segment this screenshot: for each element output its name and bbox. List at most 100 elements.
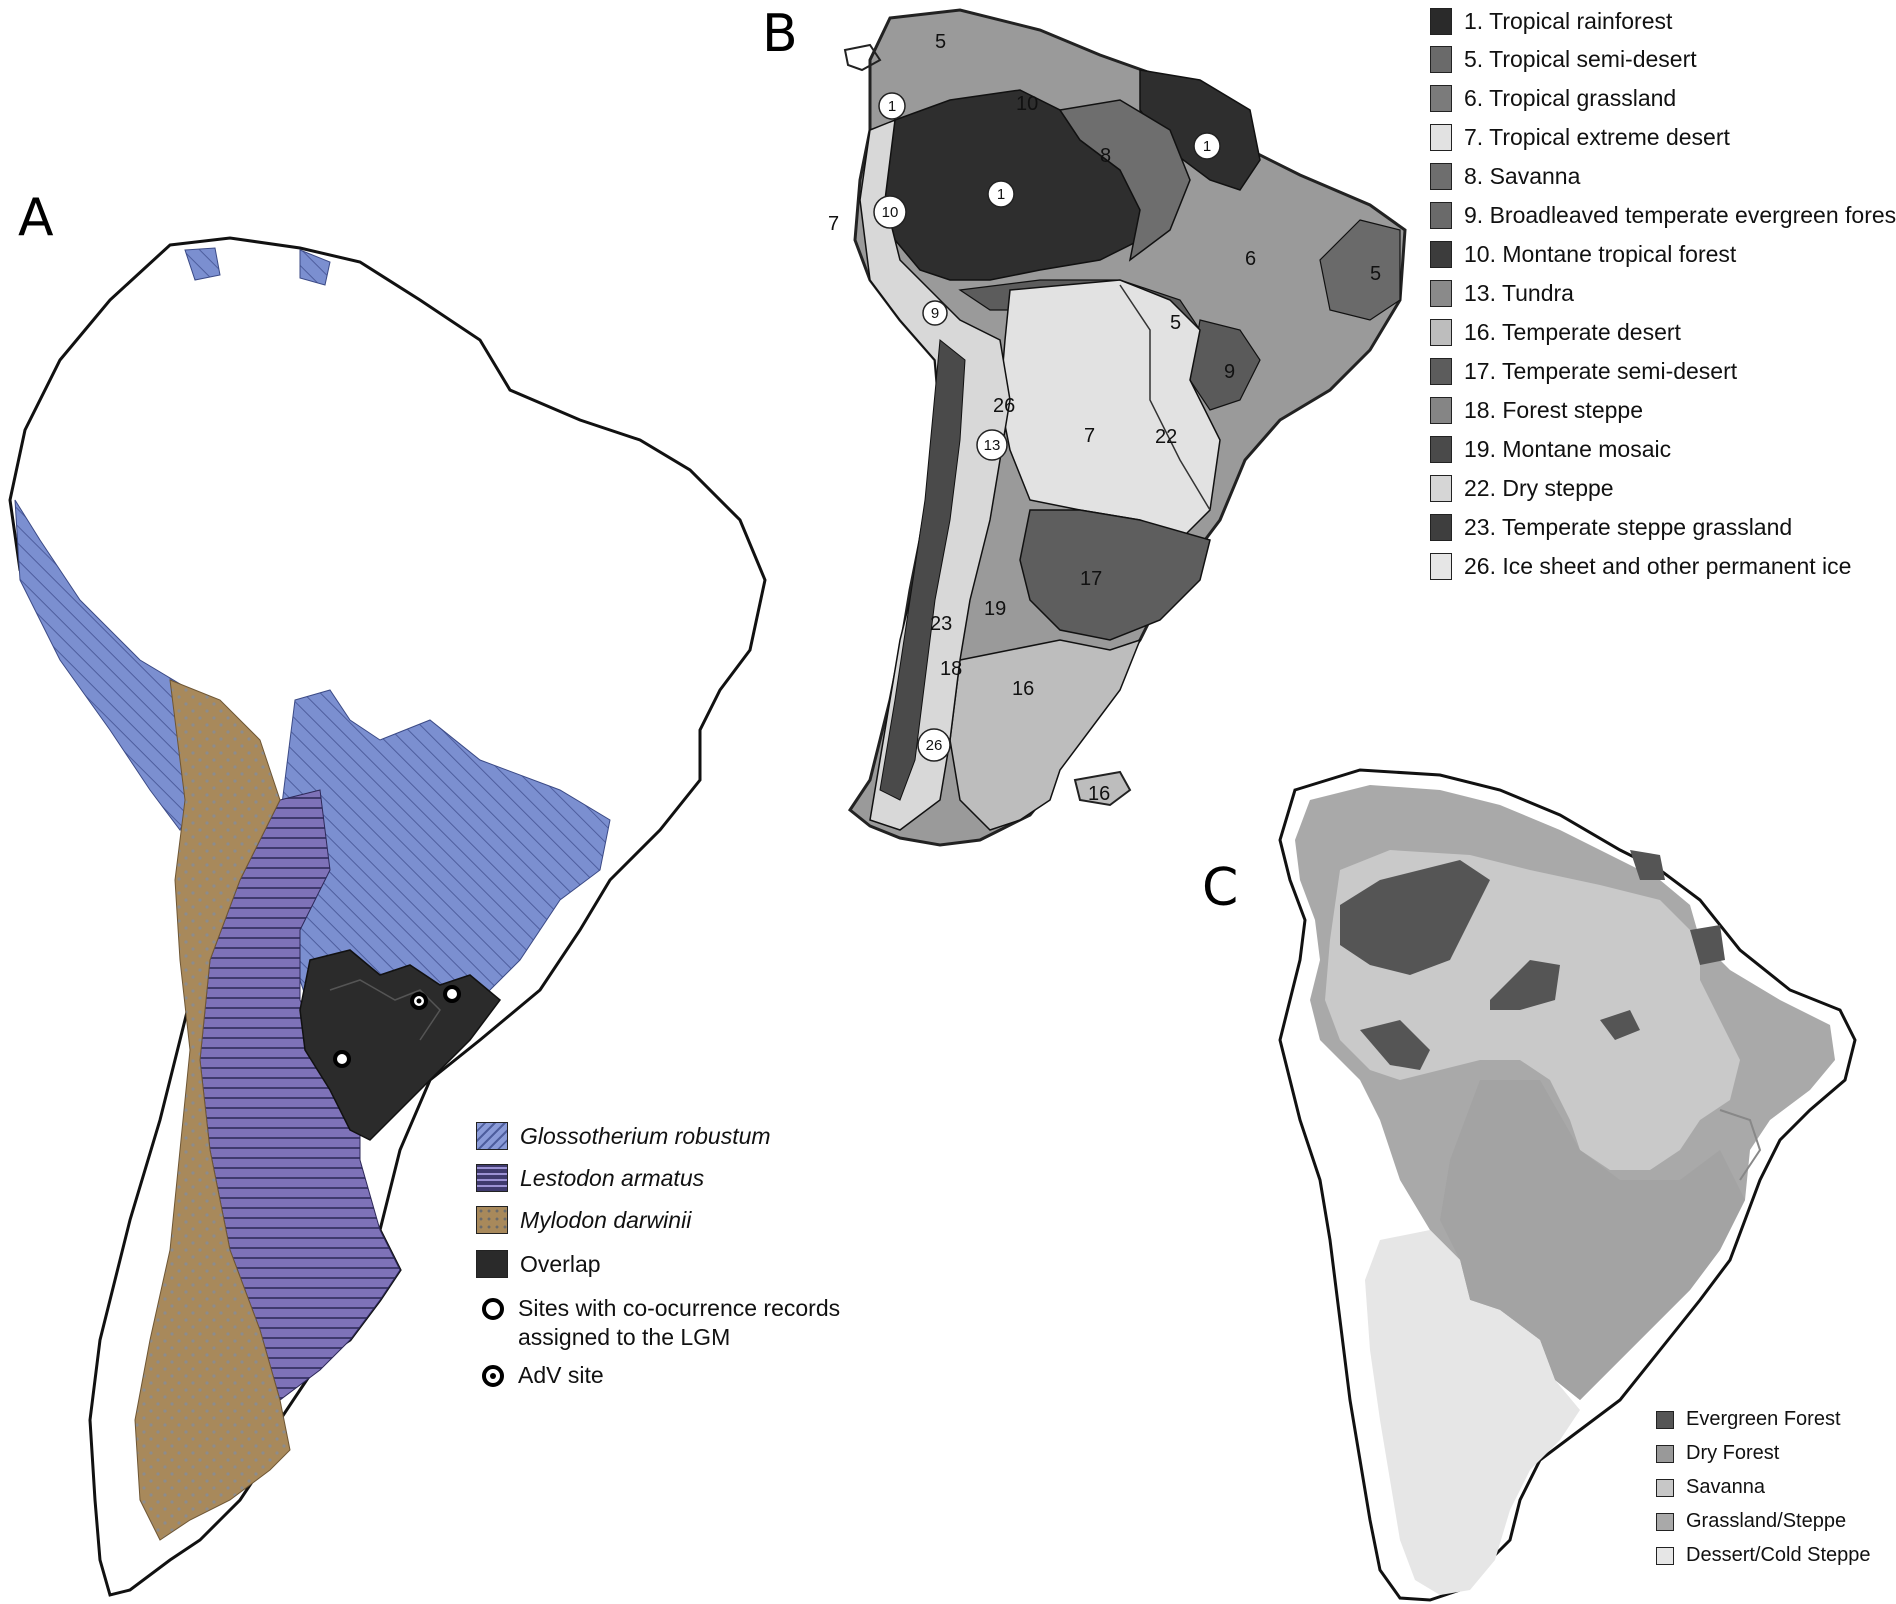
panel-a-letter: A (18, 188, 54, 248)
legend-a-label: Mylodon darwinii (520, 1206, 692, 1233)
legend-a-item: Glossotherium robustum (476, 1122, 771, 1150)
legend-swatch-glossotherium (476, 1122, 508, 1150)
biome-savanna (1058, 99, 1191, 262)
map-b-label: 9 (1224, 361, 1235, 383)
legend-c-item: Grassland/Steppe (1656, 1510, 1846, 1533)
legend-a-item: Overlap (476, 1250, 601, 1278)
legend-c-item: Evergreen Forest (1656, 1408, 1841, 1431)
legend-swatch-overlap (476, 1250, 508, 1278)
legend-b-item: 22. Dry steppe (1430, 475, 1614, 502)
legend-a: Glossotherium robustum Lestodon armatus … (476, 1122, 936, 1402)
legend-b-label: 1. Tropical rainforest (1464, 8, 1673, 34)
map-b-badge: 1 (888, 98, 896, 115)
adv-site-icon (482, 1364, 504, 1387)
legend-a-label: Lestodon armatus (520, 1164, 705, 1191)
legend-c: Evergreen Forest Dry Forest Savanna Gras… (1656, 1408, 1886, 1578)
map-a (8, 236, 767, 1597)
map-b-label: 23 (930, 613, 952, 635)
legend-sites-line2: assigned to the LGM (518, 1324, 731, 1350)
legend-swatch-lestodon (476, 1164, 508, 1192)
legend-c-swatch (1656, 1444, 1674, 1463)
legend-b-item: 10. Montane tropical forest (1430, 241, 1736, 268)
site-marker (443, 985, 461, 1003)
legend-b-item: 6. Tropical grassland (1430, 85, 1676, 112)
legend-c-swatch (1656, 1512, 1674, 1531)
legend-b-swatch (1430, 553, 1452, 580)
biome-desert-c (1365, 1230, 1580, 1595)
legend-b-label: 26. Ice sheet and other permanent ice (1464, 553, 1852, 579)
legend-b-label: 18. Forest steppe (1464, 397, 1643, 423)
biome-evergreen-c3 (1360, 1020, 1430, 1070)
map-b-label: 19 (984, 598, 1006, 620)
legend-b-label: 23. Temperate steppe grassland (1464, 514, 1793, 540)
legend-b-label: 6. Tropical grassland (1464, 85, 1677, 111)
legend-c-item: Savanna (1656, 1476, 1765, 1499)
legend-b-label: 16. Temperate desert (1464, 319, 1681, 345)
map-b-label: 16 (1088, 783, 1110, 805)
legend-b-item: 26. Ice sheet and other permanent ice (1430, 553, 1851, 580)
legend-b-label: 17. Temperate semi-desert (1464, 358, 1738, 384)
legend-c-item: Dry Forest (1656, 1442, 1779, 1465)
legend-b-swatch (1430, 358, 1452, 385)
biome-evergreen-c4 (1600, 1010, 1640, 1040)
legend-b-label: 10. Montane tropical forest (1464, 241, 1737, 267)
legend-b-label: 9. Broadleaved temperate evergreen fores… (1464, 202, 1896, 228)
map-b-label: 6 (1245, 248, 1256, 270)
legend-c-swatch (1656, 1478, 1674, 1497)
map-b-label: 17 (1080, 568, 1102, 590)
legend-c-label: Dessert/Cold Steppe (1686, 1544, 1871, 1566)
legend-a-item: Mylodon darwinii (476, 1206, 691, 1234)
map-b-badge: 1 (1203, 138, 1211, 155)
biome-grassland-c (1440, 1080, 1745, 1400)
map-b-label: 26 (993, 395, 1015, 417)
panel-b-letter: B (762, 4, 798, 64)
map-b-label: 8 (1100, 145, 1111, 167)
legend-b-item: 1. Tropical rainforest (1430, 8, 1672, 35)
map-c (1278, 768, 1857, 1602)
legend-b-swatch (1430, 436, 1452, 463)
legend-c-swatch (1656, 1410, 1674, 1429)
legend-c-label: Savanna (1686, 1476, 1765, 1498)
legend-b-swatch (1430, 85, 1452, 112)
legend-c-label: Evergreen Forest (1686, 1408, 1841, 1430)
legend-c-swatch (1656, 1546, 1674, 1565)
map-b-badge: 26 (926, 737, 943, 754)
map-b-badge: 10 (882, 204, 899, 221)
legend-b: 1. Tropical rainforest 5. Tropical semi-… (1430, 8, 1896, 588)
legend-b-swatch (1430, 280, 1452, 307)
legend-b-label: 7. Tropical extreme desert (1464, 124, 1730, 150)
map-b-badge: 1 (997, 186, 1005, 203)
legend-b-item: 8. Savanna (1430, 163, 1580, 190)
legend-b-item: 23. Temperate steppe grassland (1430, 514, 1792, 541)
legend-b-label: 5. Tropical semi-desert (1464, 46, 1697, 72)
biome-tropical-extreme-desert (999, 279, 1221, 541)
map-b-label: 18 (940, 658, 962, 680)
legend-b-item: 5. Tropical semi-desert (1430, 46, 1697, 73)
legend-b-swatch (1430, 163, 1452, 190)
legend-swatch-mylodon (476, 1206, 508, 1234)
legend-b-swatch (1430, 397, 1452, 424)
legend-c-label: Dry Forest (1686, 1442, 1780, 1464)
panel-c-letter: C (1202, 858, 1239, 918)
site-marker (333, 1050, 351, 1068)
legend-sites-line1: Sites with co-ocurrence records (518, 1295, 841, 1321)
legend-c-item: Dessert/Cold Steppe (1656, 1544, 1871, 1567)
legend-a-sites: Sites with co-ocurrence records assigned… (482, 1294, 840, 1352)
biome-evergreen-c2 (1490, 960, 1560, 1010)
range-mylodon (134, 679, 291, 1541)
legend-c-label: Grassland/Steppe (1686, 1510, 1847, 1532)
map-b-label: 7 (828, 213, 839, 235)
legend-b-swatch (1430, 514, 1452, 541)
legend-b-swatch (1430, 241, 1452, 268)
legend-b-label: 19. Montane mosaic (1464, 436, 1672, 462)
legend-b-swatch (1430, 124, 1452, 151)
map-b-label: 5 (1370, 263, 1381, 285)
map-b-label: 10 (1016, 93, 1038, 115)
legend-b-item: 19. Montane mosaic (1430, 436, 1671, 463)
map-b-badge: 13 (984, 437, 1001, 454)
legend-b-item: 7. Tropical extreme desert (1430, 124, 1730, 151)
site-marker-icon (482, 1298, 504, 1320)
map-b-label: 7 (1084, 425, 1095, 447)
legend-b-item: 13. Tundra (1430, 280, 1574, 307)
